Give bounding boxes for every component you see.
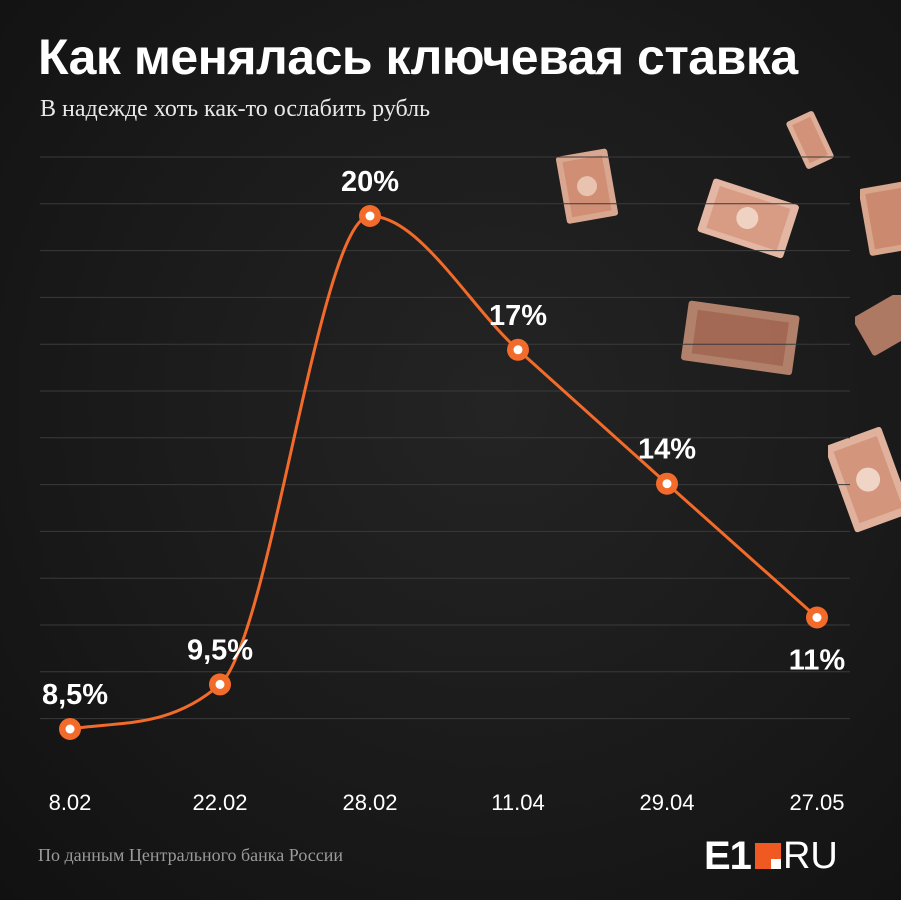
banknote-icon <box>697 178 799 259</box>
source-note: По данным Центрального банка России <box>38 845 344 865</box>
grid-lines <box>40 156 850 720</box>
data-label: 14% <box>638 434 696 466</box>
series-line <box>69 214 818 731</box>
x-axis-ticks: 8.02 22.02 28.02 11.04 29.04 27.05 <box>49 790 845 815</box>
x-tick-label: 11.04 <box>491 790 544 815</box>
x-tick-label: 28.02 <box>342 790 397 815</box>
data-point-center <box>65 724 75 734</box>
data-label: 8,5% <box>42 679 108 711</box>
banknote-icon <box>828 426 901 533</box>
data-point-center <box>365 211 375 221</box>
chart-subtitle: В надежде хоть как-то ослабить рубль <box>40 96 431 122</box>
e1-logo[interactable]: E1 RU <box>704 832 838 880</box>
x-tick-label: 8.02 <box>49 790 92 815</box>
data-point-center <box>812 613 822 622</box>
data-label: 11% <box>789 645 846 677</box>
banknote-icon <box>555 148 619 224</box>
data-point-center <box>513 345 523 355</box>
x-tick-label: 27.05 <box>789 790 844 815</box>
banknote-icon <box>681 300 800 375</box>
data-label: 9,5% <box>187 634 253 666</box>
x-tick-label: 22.02 <box>192 790 247 815</box>
x-tick-label: 29.04 <box>639 790 694 815</box>
data-label: 20% <box>341 166 399 198</box>
chart-title: Как менялась ключевая ставка <box>38 29 798 85</box>
data-labels: 8,5% 9,5% 20% 17% 14% 11% <box>42 166 845 711</box>
data-label: 17% <box>489 300 547 332</box>
data-point-center <box>662 479 672 489</box>
logo-suffix: RU <box>782 834 838 877</box>
banknote-icon <box>786 111 834 169</box>
logo-square-icon <box>754 843 781 869</box>
banknote-icon <box>855 295 901 356</box>
logo-main: E1 <box>704 833 752 878</box>
data-points <box>59 205 828 740</box>
data-point-center <box>215 679 225 689</box>
banknote-icon <box>860 180 901 256</box>
